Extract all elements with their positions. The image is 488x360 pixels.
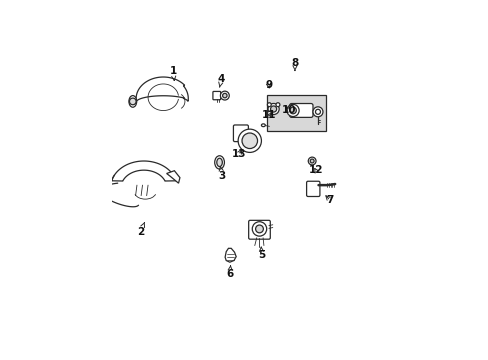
Ellipse shape — [216, 158, 222, 167]
Circle shape — [289, 107, 296, 114]
Circle shape — [129, 98, 136, 105]
Text: 11: 11 — [262, 110, 276, 120]
Circle shape — [267, 111, 271, 115]
Polygon shape — [166, 171, 180, 183]
Circle shape — [255, 225, 263, 233]
Circle shape — [307, 157, 315, 165]
Text: 10: 10 — [281, 105, 296, 115]
Circle shape — [242, 133, 257, 149]
Text: 9: 9 — [264, 80, 272, 90]
Circle shape — [220, 91, 229, 100]
FancyBboxPatch shape — [233, 125, 248, 141]
Circle shape — [270, 106, 276, 112]
Polygon shape — [111, 161, 176, 181]
Text: 7: 7 — [325, 195, 333, 205]
Polygon shape — [136, 77, 188, 102]
Text: 3: 3 — [218, 167, 225, 181]
Text: 12: 12 — [308, 165, 323, 175]
FancyBboxPatch shape — [212, 91, 220, 100]
Ellipse shape — [129, 96, 137, 107]
Circle shape — [315, 109, 320, 114]
Circle shape — [222, 93, 226, 98]
Text: 5: 5 — [258, 247, 265, 260]
Text: 13: 13 — [231, 149, 246, 159]
Circle shape — [238, 129, 261, 152]
Text: 6: 6 — [226, 266, 233, 279]
Circle shape — [267, 103, 271, 107]
FancyBboxPatch shape — [289, 104, 312, 117]
Circle shape — [309, 159, 313, 163]
Bar — [266, 95, 325, 131]
Text: 4: 4 — [217, 74, 225, 87]
Ellipse shape — [261, 124, 265, 127]
Circle shape — [275, 103, 279, 107]
Circle shape — [312, 107, 322, 117]
Ellipse shape — [214, 156, 224, 169]
Text: 8: 8 — [291, 58, 298, 71]
Text: 1: 1 — [169, 66, 176, 81]
FancyBboxPatch shape — [248, 220, 270, 239]
Circle shape — [267, 103, 279, 114]
Text: 2: 2 — [137, 222, 144, 237]
Polygon shape — [224, 248, 236, 262]
FancyBboxPatch shape — [306, 181, 319, 197]
Circle shape — [252, 222, 266, 236]
Circle shape — [286, 104, 299, 117]
